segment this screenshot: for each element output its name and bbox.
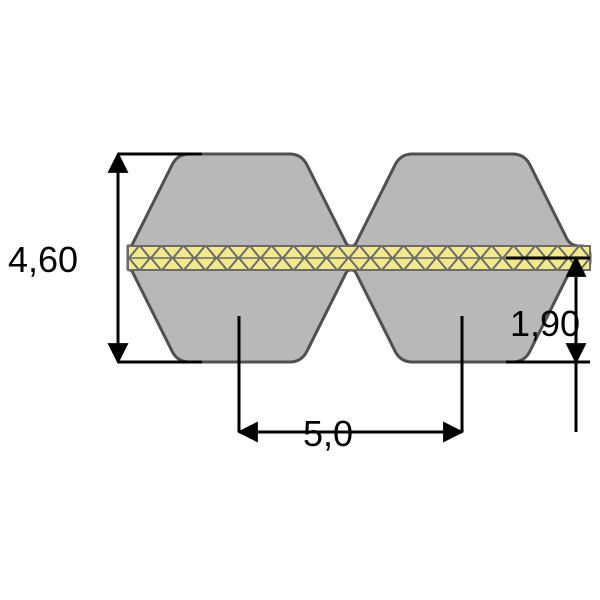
belt-profile-diagram: 4,60 5,0 1,90 [0,0,600,600]
height-dimension-label: 4,60 [8,239,78,280]
pitch-dimension-label: 5,0 [303,413,353,454]
small-height-dimension-label: 1,90 [510,303,580,344]
